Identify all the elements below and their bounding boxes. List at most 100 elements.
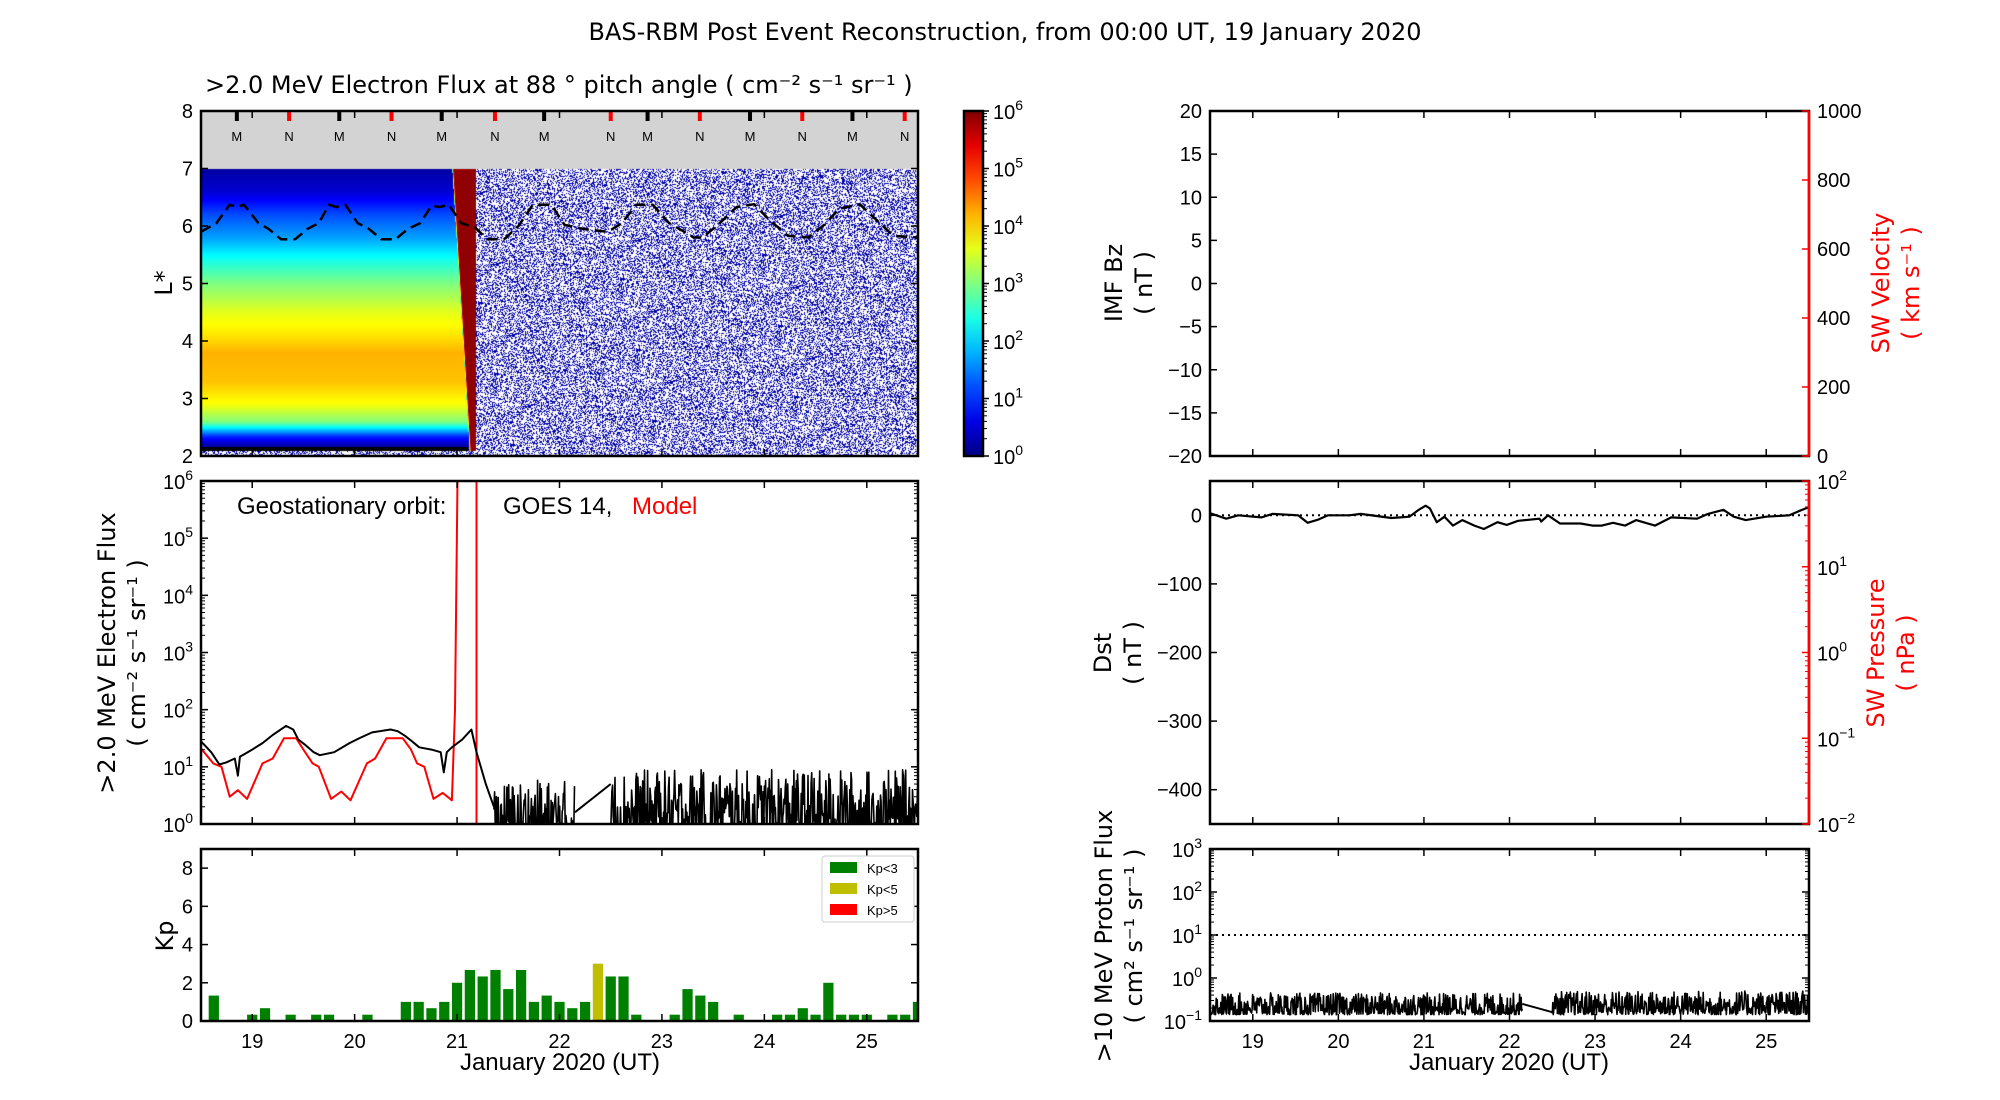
goes-ylabel-line2: ( cm⁻² s⁻¹ sr⁻¹ ) <box>123 559 151 747</box>
y-tick-label: 100 <box>1172 964 1202 991</box>
kp-legend-swatch-mid <box>830 883 857 894</box>
kp-bar <box>208 995 219 1021</box>
proton-ylabel-line2: ( cm² s⁻¹ sr⁻¹ ) <box>1120 849 1148 1024</box>
kp-bar <box>464 969 475 1021</box>
sw-velocity-tick-label: 200 <box>1817 377 1850 399</box>
sw-pressure-tick-label: 102 <box>1817 467 1847 494</box>
goes-lstar-dashed-line <box>201 202 918 241</box>
y-tick-label: 0 <box>1191 274 1202 296</box>
kp-bar <box>285 1014 296 1021</box>
orbit-marker-label-M: M <box>847 129 858 144</box>
y-tick-label: −15 <box>1168 403 1202 425</box>
orbit-marker-label-M: M <box>745 129 756 144</box>
y-tick-label: 4 <box>182 331 193 353</box>
y-tick-label: 105 <box>163 524 193 551</box>
y-tick-label: −5 <box>1179 317 1202 339</box>
kp-legend: Kp<3 Kp<5 Kp>5 <box>821 855 915 923</box>
goes-flux-noisy-line <box>610 768 918 824</box>
goes-flux-frame <box>199 479 920 826</box>
goes-annotation-observed: GOES 14, <box>503 493 612 520</box>
y-tick-label: 20 <box>1180 101 1202 123</box>
sw-velocity-tick-label: 0 <box>1817 446 1828 468</box>
kp-bar <box>784 1014 796 1021</box>
kp-xlabel: January 2020 (UT) <box>460 1049 660 1076</box>
dst-line <box>1210 504 1809 531</box>
y-tick-label: 15 <box>1180 144 1202 166</box>
kp-bar <box>887 1014 898 1021</box>
flux-spectrogram <box>201 111 918 456</box>
sw-pressure-label-line1: SW Pressure <box>1862 578 1890 727</box>
sw-velocity-label-line1: SW Velocity <box>1867 213 1895 354</box>
imf-ylabel-line2: ( nT ) <box>1130 251 1158 315</box>
y-tick-label: 2 <box>182 446 193 468</box>
imf-bz-frame <box>1208 109 1811 458</box>
x-tick-label: 20 <box>344 1031 366 1053</box>
x-tick-label: 25 <box>856 1031 878 1053</box>
imf-ylabel-line1: IMF Bz <box>1100 244 1128 322</box>
colorbar-tick-label: 103 <box>993 270 1023 297</box>
kp-bar <box>362 1014 373 1021</box>
goes-flux-gap-line <box>574 783 612 814</box>
kp-bar <box>490 969 501 1021</box>
orbit-marker-label-M: M <box>436 129 447 144</box>
kp-bar <box>836 1014 847 1021</box>
kp-bar <box>451 982 463 1021</box>
kp-bar <box>631 1014 642 1021</box>
y-tick-label: 7 <box>182 159 193 181</box>
y-tick-label: 0 <box>182 1011 193 1033</box>
orbit-marker-label-N: N <box>284 129 293 144</box>
x-tick-label: 25 <box>1755 1031 1777 1053</box>
kp-bar <box>477 976 488 1021</box>
kp-bar <box>567 1008 578 1021</box>
orbit-marker-label-N: N <box>695 129 704 144</box>
kp-bar <box>439 1001 450 1021</box>
kp-bar <box>400 1001 411 1021</box>
sw-velocity-tick-label: 600 <box>1817 239 1850 261</box>
kp-bar <box>733 1014 744 1021</box>
kp-bar <box>708 1001 719 1021</box>
y-tick-label: 101 <box>163 753 193 780</box>
y-tick-label: 6 <box>182 896 193 918</box>
kp-bar <box>426 1008 437 1021</box>
spectrogram-title: >2.0 MeV Electron Flux at 88 ° pitch ang… <box>205 71 913 99</box>
kp-bar <box>823 982 834 1021</box>
kp-bar <box>413 1001 424 1021</box>
sw-velocity-tick-label: 400 <box>1817 308 1850 330</box>
y-tick-label: −20 <box>1168 446 1202 468</box>
colorbar-tick-label: 105 <box>993 155 1023 182</box>
x-tick-label: 19 <box>1242 1031 1264 1053</box>
proton-ylabel-line1: >10 MeV Proton Flux <box>1090 810 1118 1063</box>
y-tick-label: 100 <box>163 810 193 837</box>
chart-marks: M N M N M N M N M N M N M N23456781001011021031041051… <box>163 97 1862 1053</box>
kp-bar <box>541 995 552 1021</box>
kp-bar <box>695 995 706 1021</box>
y-tick-label: 102 <box>1172 878 1202 905</box>
spectrogram-ylabel: L* <box>150 270 178 295</box>
kp-bar <box>618 976 629 1021</box>
x-tick-label: 24 <box>753 1031 775 1053</box>
x-tick-label: 21 <box>446 1031 468 1053</box>
colorbar-tick-label: 100 <box>993 442 1023 469</box>
y-tick-label: 8 <box>182 101 193 123</box>
orbit-marker-label-M: M <box>334 129 345 144</box>
colorbar-tick-label: 104 <box>993 212 1023 239</box>
spectrogram-frame <box>199 109 920 458</box>
x-tick-label: 22 <box>1498 1031 1520 1053</box>
kp-bar <box>669 1014 680 1021</box>
kp-bar <box>605 976 616 1021</box>
x-tick-label: 24 <box>1670 1031 1692 1053</box>
y-tick-label: 8 <box>182 858 193 880</box>
x-tick-label: 20 <box>1327 1031 1349 1053</box>
proton-flux-noisy-line <box>1210 992 1523 1016</box>
y-tick-label: 5 <box>1191 230 1202 252</box>
kp-bar <box>810 1014 821 1021</box>
kp-frame <box>199 847 920 1023</box>
orbit-marker-label-N: N <box>900 129 909 144</box>
proton-xlabel: January 2020 (UT) <box>1409 1049 1609 1076</box>
goes-annotation-prefix: Geostationary orbit: <box>237 493 446 520</box>
orbit-marker-label-M: M <box>231 129 242 144</box>
y-tick-label: 103 <box>1172 835 1202 862</box>
orbit-marker-label-M: M <box>642 129 653 144</box>
